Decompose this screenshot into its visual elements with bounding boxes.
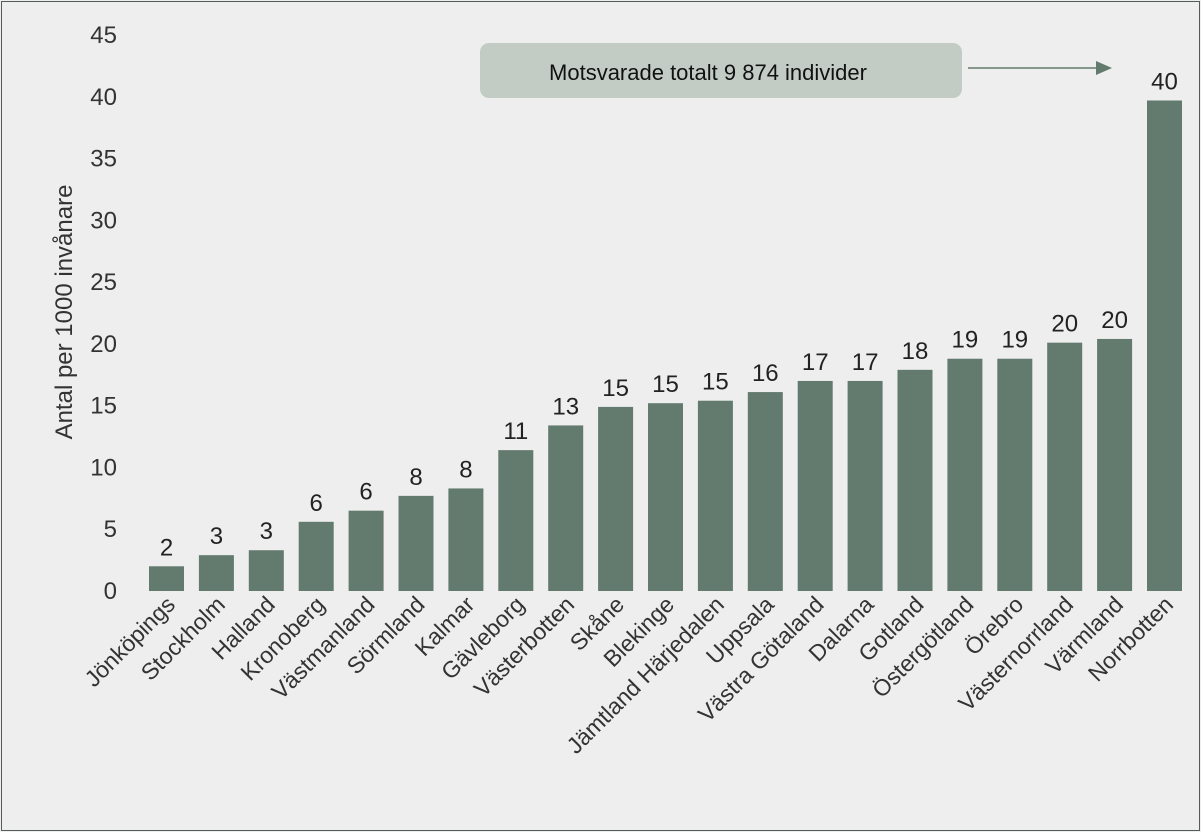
data-label-4: 6 [359, 479, 372, 506]
y-tick-label-8: 40 [90, 84, 117, 111]
bar-12 [747, 392, 783, 591]
data-label-5: 8 [409, 464, 422, 491]
annotation-text: Motsvarade totalt 9 874 individer [549, 60, 867, 85]
bar-6 [448, 488, 484, 591]
bar-1 [198, 555, 234, 591]
bar-20 [1147, 100, 1182, 592]
bar-0 [149, 566, 184, 591]
data-label-7: 11 [503, 418, 528, 445]
y-tick-label-1: 5 [104, 516, 117, 543]
y-tick-label-7: 35 [90, 146, 117, 173]
annotation: Motsvarade totalt 9 874 individer [480, 43, 1112, 98]
bar-11 [697, 400, 733, 591]
data-label-10: 15 [652, 371, 679, 398]
data-label-14: 17 [852, 349, 879, 376]
bar-13 [797, 380, 833, 591]
bar-8 [548, 425, 584, 591]
data-label-16: 19 [952, 327, 979, 354]
bar-5 [398, 495, 434, 591]
data-label-15: 18 [902, 338, 929, 365]
data-label-11: 15 [702, 369, 729, 396]
data-label-2: 3 [260, 518, 273, 545]
annotation-arrow-head [1096, 61, 1112, 75]
data-label-6: 8 [459, 456, 472, 483]
data-label-1: 3 [210, 523, 223, 550]
data-label-17: 19 [1001, 327, 1028, 354]
y-tick-label-9: 45 [90, 22, 117, 49]
data-label-18: 20 [1051, 311, 1078, 338]
y-axis-label: Antal per 1000 invånare [51, 185, 78, 440]
category-labels: JönköpingsStockholmHallandKronobergVästm… [79, 591, 1178, 759]
y-axis-ticks: 0 5 10 15 20 25 30 35 40 45 [90, 22, 117, 605]
data-label-8: 13 [552, 393, 579, 420]
y-tick-label-0: 0 [104, 578, 117, 605]
bar-19 [1097, 338, 1133, 591]
data-label-13: 17 [802, 349, 829, 376]
bar-17 [997, 358, 1033, 591]
data-label-0: 2 [160, 534, 173, 561]
annotation-box [480, 43, 962, 98]
bars [149, 100, 1182, 592]
data-label-19: 20 [1101, 307, 1128, 334]
bar-15 [897, 369, 933, 591]
bar-7 [498, 450, 534, 591]
bar-3 [298, 521, 334, 591]
bar-10 [648, 403, 683, 591]
y-tick-label-3: 15 [90, 393, 117, 420]
bar-14 [847, 380, 883, 591]
bar-2 [248, 550, 284, 591]
y-tick-label-2: 10 [90, 454, 117, 481]
data-label-20: 40 [1151, 68, 1178, 95]
data-label-9: 15 [602, 375, 629, 402]
data-labels: 2 3 3 6 6 8 8 11 13 15 15 15 16 17 17 18 19 19 20 20 40 [160, 68, 1178, 561]
y-tick-label-5: 25 [90, 269, 117, 296]
y-tick-label-4: 20 [90, 331, 117, 358]
data-label-3: 6 [310, 490, 323, 517]
bar-18 [1047, 342, 1083, 591]
y-tick-label-6: 30 [90, 207, 117, 234]
data-label-12: 16 [752, 360, 779, 387]
bar-4 [348, 510, 384, 591]
bar-9 [598, 406, 634, 591]
bar-16 [947, 358, 983, 591]
